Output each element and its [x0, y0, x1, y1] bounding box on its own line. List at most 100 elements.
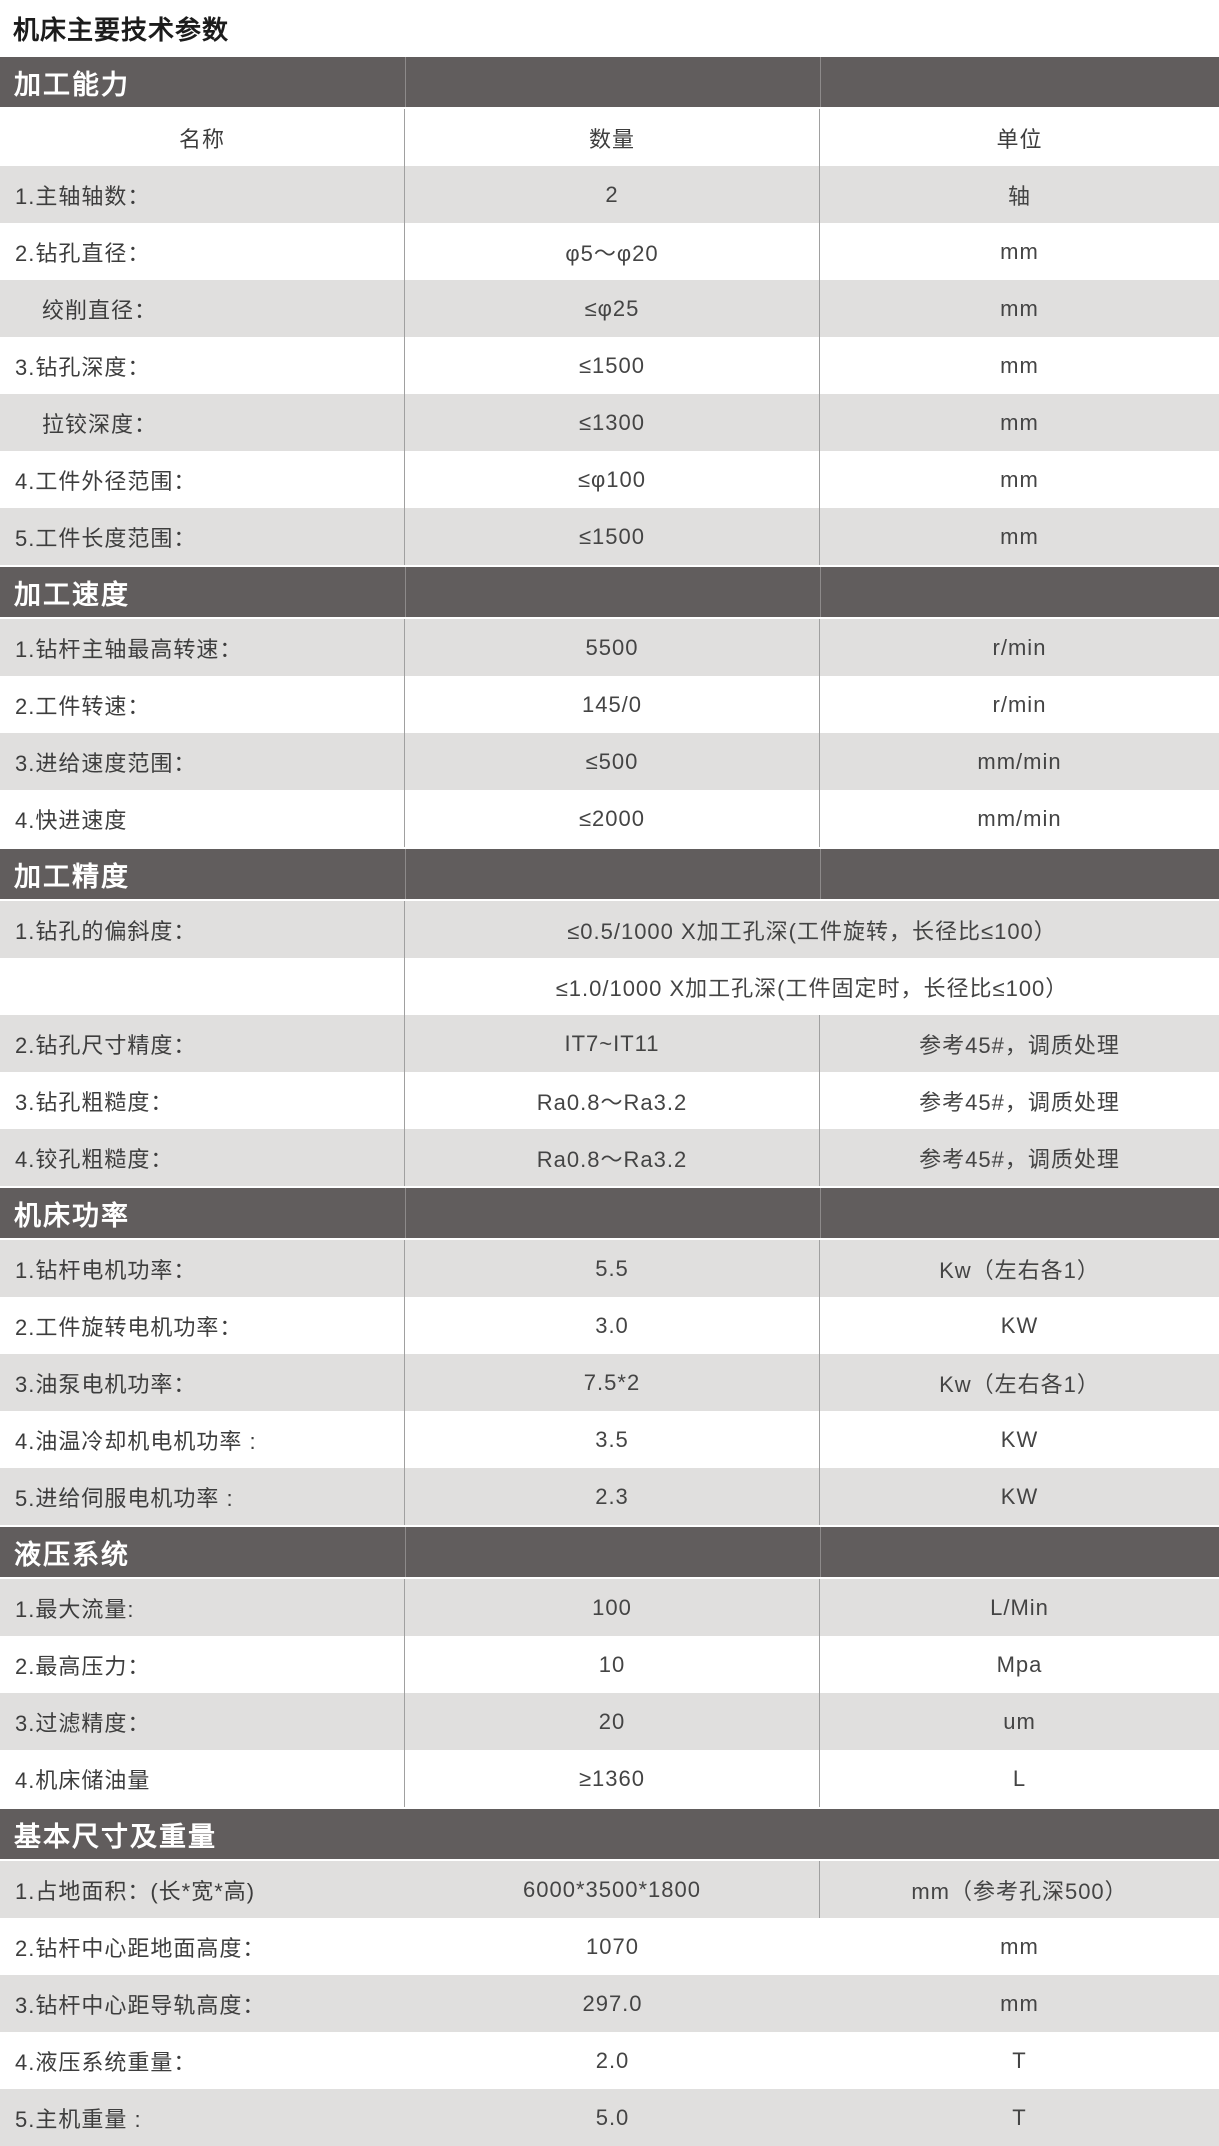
row-label: 4.液压系统重量： — [15, 2049, 197, 2075]
row-value: 6000*3500*1800 — [405, 1861, 820, 1918]
row-value: 100 — [405, 1579, 820, 1636]
row-value: ≤1.0/1000 X加工孔深(工件固定时，长径比≤100） — [555, 975, 1069, 1001]
spec-row: 2.钻孔尺寸精度： IT7~IT11 参考45#，调质处理 — [0, 1015, 1219, 1072]
spec-row: 4.铰孔粗糙度： Ra0.8～Ra3.2 参考45#，调质处理 — [0, 1129, 1219, 1186]
column-seam — [820, 567, 821, 617]
row-unit: mm/min — [977, 805, 1062, 831]
spec-row: 3.钻孔深度： ≤1500 mm — [0, 337, 1219, 394]
spec-row: 1.钻杆电机功率： 5.5 Kw（左右各1） — [0, 1240, 1219, 1297]
spec-row: 3.油泵电机功率： 7.5*2 Kw（左右各1） — [0, 1354, 1219, 1411]
section-header-5: 液压系统 — [0, 1525, 1219, 1579]
column-seam — [405, 1527, 406, 1577]
spec-row: 5.进给伺服电机功率 :2.3 KW — [0, 1468, 1219, 1525]
row-value: 1070 — [586, 1933, 639, 1959]
row-unit: Mpa — [996, 1651, 1043, 1677]
row-value: ≤φ25 — [405, 280, 820, 337]
spec-row: 4.液压系统重量： 2.0 T — [0, 2032, 1219, 2089]
section-header-label: 基本尺寸及重量 — [14, 1821, 217, 1852]
row-label: 1.钻杆电机功率： — [0, 1240, 405, 1297]
row-value: φ5～φ20 — [405, 223, 820, 280]
row-label: 1.主轴轴数： — [0, 166, 405, 223]
row-unit: um — [1003, 1708, 1036, 1734]
column-header-row: 名称 数量 单位 — [0, 109, 1219, 166]
column-seam — [820, 1188, 821, 1238]
spec-row: 5.工件长度范围： ≤1500 mm — [0, 508, 1219, 565]
spec-row: 2.钻杆中心距地面高度： 1070 mm — [0, 1918, 1219, 1975]
row-unit: r/min — [992, 691, 1047, 717]
row-label: 4.铰孔粗糙度： — [0, 1129, 405, 1186]
row-label: 3.钻孔粗糙度： — [0, 1072, 405, 1129]
row-value: 297.0 — [582, 1990, 643, 2016]
row-label: 2.钻杆中心距地面高度： — [15, 1935, 266, 1961]
row-value: IT7~IT11 — [405, 1015, 820, 1072]
section-header-label: 加工能力 — [14, 69, 130, 100]
row-unit: mm — [1000, 409, 1039, 435]
row-label: 3.进给速度范围： — [0, 733, 405, 790]
row-value: 3.5 — [405, 1411, 820, 1468]
row-label: 2.钻孔尺寸精度： — [0, 1015, 405, 1072]
row-unit: T — [1012, 2047, 1027, 2073]
spec-row: 3.钻杆中心距导轨高度： 297.0 mm — [0, 1975, 1219, 2032]
row-value: 10 — [405, 1636, 820, 1693]
section-header-label: 机床功率 — [14, 1200, 130, 1231]
row-value: 7.5*2 — [405, 1354, 820, 1411]
row-value: ≤0.5/1000 X加工孔深(工件旋转，长径比≤100） — [567, 918, 1057, 944]
spec-row: 2.钻孔直径： φ5～φ20 mm — [0, 223, 1219, 280]
spec-row: 1.钻孔的偏斜度： ≤0.5/1000 X加工孔深(工件旋转，长径比≤100） — [0, 901, 1219, 958]
row-label: 拉铰深度： — [0, 394, 405, 451]
spec-row: 拉铰深度： ≤1300 mm — [0, 394, 1219, 451]
row-value: 2 — [405, 166, 820, 223]
row-unit: mm — [1000, 466, 1039, 492]
row-label: 4.油温冷却机电机功率 : — [0, 1411, 405, 1468]
column-header-name: 名称 — [0, 109, 405, 166]
row-value: ≥1360 — [405, 1750, 820, 1807]
row-unit: Kw（左右各1） — [939, 1257, 1100, 1283]
row-value: 2.0 — [595, 2047, 630, 2073]
row-label: 1.钻杆主轴最高转速： — [0, 619, 405, 676]
row-unit: r/min — [992, 634, 1047, 660]
spec-row: 4.机床储油量 ≥1360 L — [0, 1750, 1219, 1807]
row-value: 5500 — [405, 619, 820, 676]
row-value: 2.3 — [405, 1468, 820, 1525]
row-label: 2.最高压力： — [0, 1636, 405, 1693]
row-unit: mm — [1000, 523, 1039, 549]
row-value: ≤1500 — [405, 508, 820, 565]
column-seam — [820, 57, 821, 107]
column-seam — [405, 1188, 406, 1238]
row-label: 1.最大流量: — [0, 1579, 405, 1636]
spec-row: 1.最大流量: 100 L/Min — [0, 1579, 1219, 1636]
column-seam — [405, 57, 406, 107]
row-unit: KW — [1000, 1426, 1039, 1452]
row-unit: Kw（左右各1） — [939, 1371, 1100, 1397]
section-header-3: 加工精度 — [0, 847, 1219, 901]
column-seam — [820, 849, 821, 899]
row-value: ≤1300 — [405, 394, 820, 451]
section-header-1: 加工能力 — [0, 55, 1219, 109]
row-unit: KW — [1000, 1483, 1039, 1509]
section-header-label: 液压系统 — [14, 1539, 130, 1570]
section-header-label: 加工精度 — [14, 861, 130, 892]
row-label: 3.过滤精度： — [0, 1693, 405, 1750]
row-value: 20 — [405, 1693, 820, 1750]
row-unit: mm — [1000, 238, 1039, 264]
row-unit: 参考45#，调质处理 — [919, 1089, 1120, 1115]
row-unit: mm（参考孔深500） — [911, 1878, 1128, 1904]
row-value: 145/0 — [405, 676, 820, 733]
row-unit: T — [1012, 2104, 1027, 2130]
row-unit: L — [1012, 1765, 1027, 1791]
row-label: 4.机床储油量 — [0, 1750, 405, 1807]
row-unit: L/Min — [990, 1594, 1049, 1620]
column-seam — [820, 1527, 821, 1577]
row-unit: mm — [1000, 1933, 1039, 1959]
spec-row: 4.工件外径范围： ≤φ100 mm — [0, 451, 1219, 508]
row-label: 5.主机重量 : — [15, 2106, 142, 2132]
row-label: 1.钻孔的偏斜度： — [0, 901, 405, 958]
row-unit: 轴 — [1007, 183, 1031, 209]
spec-row: 4.油温冷却机电机功率 :3.5 KW — [0, 1411, 1219, 1468]
spec-row: 3.进给速度范围： ≤500 mm/min — [0, 733, 1219, 790]
row-label: 3.钻杆中心距导轨高度： — [15, 1992, 266, 2018]
row-label: 绞削直径： — [0, 280, 405, 337]
spec-row: 2.工件旋转电机功率： 3.0 KW — [0, 1297, 1219, 1354]
row-value: Ra0.8～Ra3.2 — [405, 1129, 820, 1186]
row-label: 3.油泵电机功率： — [0, 1354, 405, 1411]
